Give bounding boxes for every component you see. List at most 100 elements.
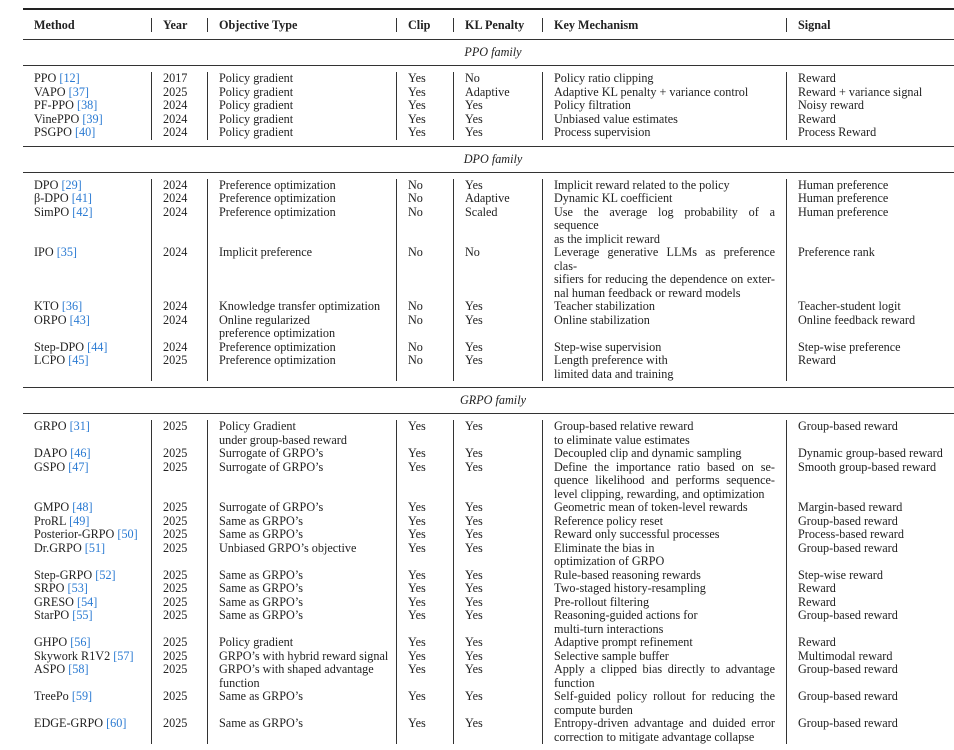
- table-row: DAPO [46] 2025 Surrogate of GRPO’s Yes Yes De…: [23, 446, 954, 461]
- mechanism-line: compute burden: [554, 702, 633, 717]
- method-name: SRPO: [34, 581, 65, 595]
- clip-cell: No: [396, 245, 453, 300]
- method-name: DPO: [34, 177, 59, 192]
- citation-link[interactable]: [35]: [56, 245, 77, 259]
- table-row: GMPO [48] 2025 Surrogate of GRPO’s Yes Yes Ge…: [23, 500, 954, 515]
- mechanism-line: Reference policy reset: [554, 513, 663, 528]
- kl-penalty-cell: Yes: [453, 125, 542, 140]
- method-name: DAPO: [34, 446, 68, 460]
- objective-cell: Same as GRPO’s: [207, 514, 396, 528]
- citation-link[interactable]: [58]: [68, 662, 89, 676]
- signal-cell: Human preference: [786, 178, 954, 192]
- header-year: Year: [151, 18, 207, 32]
- citation-link[interactable]: [41]: [71, 191, 92, 205]
- mechanism-line: Apply a clipped bias directly to advanta…: [554, 662, 775, 676]
- method-cell: DPO [29]: [23, 177, 151, 193]
- signal-cell: Preference rank: [786, 245, 954, 300]
- method-name: TreePo: [34, 689, 69, 703]
- citation-link[interactable]: [56]: [70, 635, 91, 649]
- citation-link[interactable]: [29]: [61, 177, 82, 192]
- citation-link[interactable]: [51]: [84, 540, 106, 555]
- citation-link[interactable]: [48]: [72, 500, 93, 514]
- header-row: Method Year Objective Type Clip KL Penalty Ke…: [23, 10, 954, 39]
- mechanism-line: Define the importance ratio based on se-: [554, 459, 775, 474]
- table-row: GSPO [47] 2025 Surrogate of GRPO’s Yes Yes De…: [23, 459, 954, 501]
- citation-link[interactable]: [45]: [68, 353, 89, 367]
- mechanism-line: Leverage generative LLMs as preference c…: [554, 245, 775, 273]
- kl-penalty-cell: Yes: [453, 419, 542, 447]
- kl-penalty-cell: No: [453, 71, 542, 86]
- mechanism-cell: Policy filtration: [542, 98, 786, 113]
- citation-link[interactable]: [60]: [106, 716, 127, 730]
- signal-cell: Group-based reward: [786, 716, 954, 744]
- mechanism-line: Use the average log probability of a seq…: [554, 204, 775, 232]
- citation-link[interactable]: [31]: [69, 419, 90, 433]
- year-cell: 2025: [151, 500, 207, 515]
- signal-cell: Smooth group-based reward: [786, 460, 954, 501]
- citation-link[interactable]: [36]: [61, 299, 83, 313]
- citation-link[interactable]: [42]: [72, 204, 93, 219]
- mechanism-cell: Pre-rollout filtering: [542, 595, 786, 609]
- method-cell: GRESO [54]: [23, 594, 151, 610]
- clip-cell: Yes: [396, 635, 453, 650]
- citation-link[interactable]: [40]: [74, 125, 96, 139]
- mechanism-cell: Two-staged history-resampling: [542, 581, 786, 596]
- signal-line: Reward: [798, 594, 836, 609]
- citation-link[interactable]: [57]: [113, 648, 134, 663]
- section-rows: PPO [12] 2017 Policy gradient Yes No Policy r…: [23, 66, 954, 146]
- mechanism-cell: Length preference with limited data and t…: [542, 353, 786, 381]
- section-title: DPO family: [463, 151, 523, 166]
- objective-line: Policy gradient: [219, 125, 294, 139]
- signal-line: Group-based reward: [798, 513, 898, 528]
- citation-link[interactable]: [38]: [77, 98, 98, 112]
- citation-link[interactable]: [55]: [72, 608, 93, 622]
- citation-link[interactable]: [54]: [77, 594, 98, 609]
- signal-cell: Group-based reward: [786, 513, 954, 528]
- citation-link[interactable]: [46]: [70, 446, 91, 460]
- citation-link[interactable]: [50]: [117, 527, 138, 541]
- kl-penalty-cell: Yes: [453, 98, 542, 113]
- method-name: Posterior-GRPO: [34, 527, 115, 541]
- method-cell: PSGPO [40]: [23, 125, 151, 140]
- signal-cell: Margin-based reward: [786, 500, 954, 515]
- method-cell: DAPO [46]: [23, 446, 151, 461]
- citation-link[interactable]: [44]: [87, 339, 108, 354]
- mechanism-line: Online stabilization: [554, 312, 650, 327]
- objective-cell: Policy gradient: [207, 635, 396, 650]
- citation-link[interactable]: [39]: [82, 111, 103, 126]
- mechanism-cell: Step-wise supervision: [542, 340, 786, 354]
- objective-cell: Preference optimization: [207, 340, 396, 354]
- method-name: PF-PPO: [34, 98, 74, 112]
- table-row: PPO [12] 2017 Policy gradient Yes No Policy r…: [23, 71, 954, 86]
- year-cell: 2024: [151, 178, 207, 192]
- kl-penalty-cell: Yes: [453, 527, 542, 542]
- year-cell: 2024: [151, 205, 207, 246]
- objective-cell: GRPO’s with hybrid reward signal: [207, 649, 396, 663]
- signal-line: Reward: [798, 111, 836, 126]
- method-name: Dr.GRPO: [34, 540, 82, 555]
- year-cell: 2024: [151, 112, 207, 126]
- mechanism-line: Policy filtration: [554, 98, 631, 112]
- signal-cell: Group-based reward: [786, 608, 954, 636]
- citation-link[interactable]: [49]: [69, 513, 90, 528]
- citation-link[interactable]: [59]: [71, 689, 93, 703]
- kl-penalty-cell: Yes: [453, 635, 542, 650]
- year-cell: 2025: [151, 649, 207, 663]
- kl-penalty-cell: No: [453, 245, 542, 300]
- citation-link[interactable]: [12]: [59, 71, 80, 85]
- citation-link[interactable]: [53]: [67, 581, 88, 595]
- method-name: PPO: [34, 71, 57, 85]
- citation-link[interactable]: [47]: [68, 459, 89, 474]
- objective-cell: Policy gradient: [207, 85, 396, 99]
- mechanism-cell: Rule-based reasoning rewards: [542, 568, 786, 582]
- citation-link[interactable]: [37]: [68, 84, 89, 99]
- mechanism-line: Selective sample buffer: [554, 648, 669, 663]
- method-cell: VAPO [37]: [23, 84, 151, 100]
- mechanism-cell: Reasoning-guided actions for multi-turn i…: [542, 608, 786, 636]
- table-row: Dr.GRPO [51] 2025 Unbiased GRPO’s objectiv…: [23, 540, 954, 569]
- year-cell: 2025: [151, 527, 207, 542]
- method-cell: LCPO [45]: [23, 353, 151, 381]
- clip-cell: Yes: [396, 568, 453, 582]
- citation-link[interactable]: [52]: [95, 567, 116, 582]
- citation-link[interactable]: [43]: [69, 312, 90, 327]
